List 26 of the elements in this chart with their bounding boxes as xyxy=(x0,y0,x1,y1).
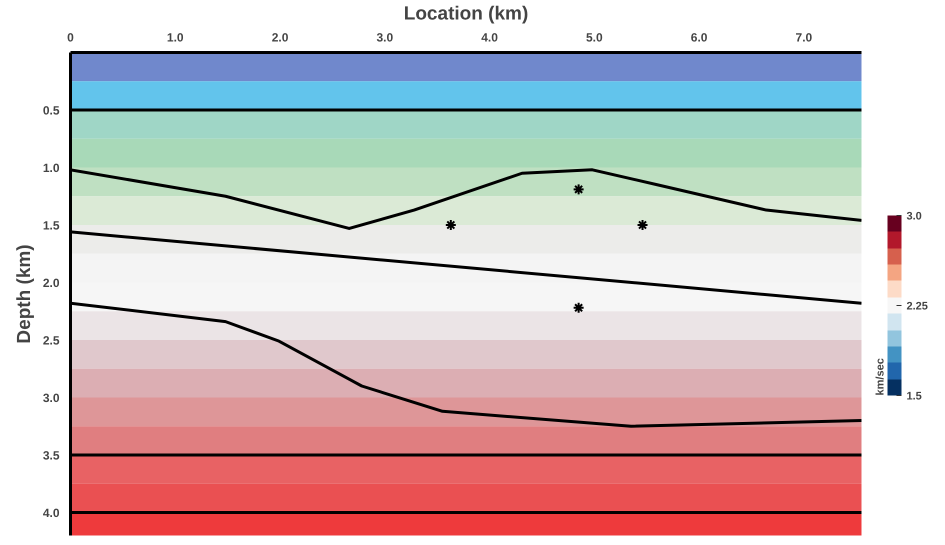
point xyxy=(444,219,457,231)
x-tick-label: 0 xyxy=(67,30,74,44)
y-tick-label: 4.0 xyxy=(42,506,60,520)
y-axis-title: Depth (km) xyxy=(14,244,35,344)
point xyxy=(572,302,585,314)
point xyxy=(572,183,585,196)
x-tick-label: 4.0 xyxy=(481,30,498,44)
color-bar-label: 1.5 xyxy=(906,390,922,402)
y-tick-label: 0.5 xyxy=(42,104,60,118)
x-tick-label: 7.0 xyxy=(796,30,813,44)
x-tick-label: 3.0 xyxy=(376,30,394,44)
y-tick-label: 3.5 xyxy=(42,448,60,462)
x-axis-title: Location (km) xyxy=(404,4,528,24)
x-tick-label: 1.0 xyxy=(166,30,184,44)
point xyxy=(636,219,649,231)
x-tick-label: 2.0 xyxy=(272,30,289,44)
color-bar-label: 2.25 xyxy=(906,300,928,312)
color-bar-label: 3.0 xyxy=(906,210,922,222)
y-tick-label: 1.0 xyxy=(42,161,60,175)
y-tick-label: 3.0 xyxy=(42,391,60,405)
y-tick-label: 2.0 xyxy=(42,276,60,290)
color-bar-title: km/sec xyxy=(874,358,886,396)
x-tick-label: 5.0 xyxy=(586,30,604,44)
y-tick-label: 2.5 xyxy=(42,334,60,348)
x-tick-label: 6.0 xyxy=(690,30,708,44)
y-tick-label: 1.5 xyxy=(42,218,60,232)
